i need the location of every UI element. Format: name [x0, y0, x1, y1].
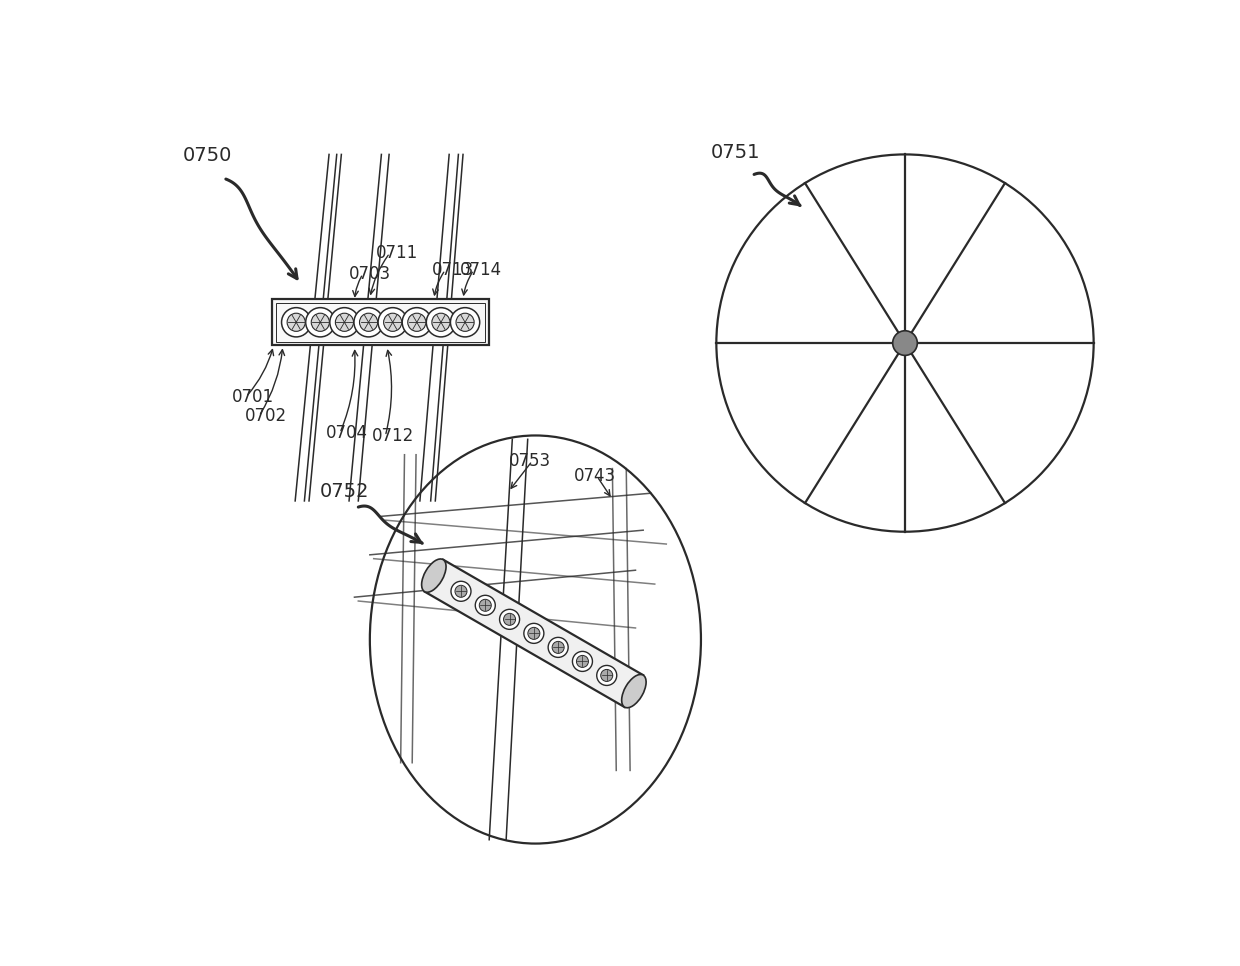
Ellipse shape [422, 559, 446, 592]
Text: 0713: 0713 [432, 261, 474, 279]
Text: 0750: 0750 [182, 147, 232, 165]
Circle shape [281, 307, 311, 337]
Circle shape [455, 585, 467, 597]
Text: 0711: 0711 [376, 244, 418, 262]
Text: 0753: 0753 [510, 452, 552, 469]
Circle shape [288, 313, 305, 331]
Circle shape [378, 307, 407, 337]
Text: 0712: 0712 [372, 427, 414, 445]
Circle shape [475, 595, 495, 615]
Circle shape [360, 313, 378, 331]
Circle shape [573, 651, 593, 671]
Bar [277, 303, 485, 342]
Text: 0701: 0701 [232, 388, 274, 406]
Circle shape [456, 313, 474, 331]
Text: 0752: 0752 [320, 482, 370, 501]
Text: 0743: 0743 [574, 468, 616, 485]
Text: 0714: 0714 [460, 261, 502, 279]
Circle shape [330, 307, 360, 337]
Circle shape [893, 330, 918, 355]
Circle shape [402, 307, 432, 337]
Circle shape [552, 641, 564, 653]
Circle shape [577, 655, 589, 668]
Circle shape [383, 313, 402, 331]
Circle shape [451, 582, 471, 601]
Circle shape [450, 307, 480, 337]
Circle shape [600, 669, 613, 681]
Circle shape [480, 599, 491, 611]
Circle shape [596, 666, 616, 686]
Circle shape [311, 313, 330, 331]
Circle shape [353, 307, 383, 337]
Circle shape [306, 307, 335, 337]
Circle shape [335, 313, 353, 331]
Circle shape [432, 313, 450, 331]
Ellipse shape [621, 674, 646, 708]
Circle shape [427, 307, 455, 337]
Text: 0704: 0704 [326, 424, 368, 442]
Circle shape [523, 623, 544, 643]
Circle shape [503, 613, 516, 625]
Circle shape [500, 610, 520, 629]
Text: 0751: 0751 [711, 143, 760, 162]
Text: 0702: 0702 [246, 408, 288, 425]
Circle shape [528, 627, 539, 639]
Circle shape [548, 638, 568, 658]
Circle shape [408, 313, 425, 331]
Polygon shape [424, 559, 644, 707]
Text: 0703: 0703 [350, 265, 391, 283]
Bar [272, 299, 490, 346]
